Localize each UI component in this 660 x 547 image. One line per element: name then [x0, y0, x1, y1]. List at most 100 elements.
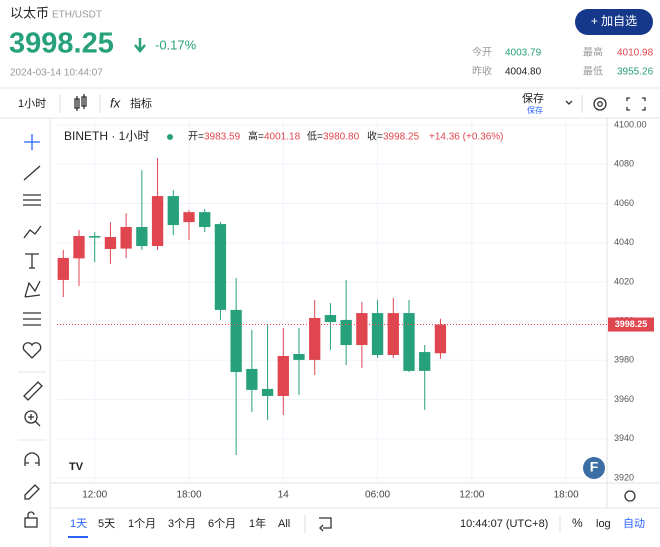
candle-body	[387, 313, 399, 356]
svg-text:F: F	[590, 459, 599, 475]
pair: ETH/USDT	[52, 10, 102, 21]
x-tick-label: 18:00	[176, 490, 201, 501]
ruler-tool[interactable]	[23, 381, 43, 401]
pattern-tool[interactable]	[24, 280, 41, 298]
y-tick-label: 4080	[614, 159, 634, 169]
timestamp: 2024-03-14 10:44:07	[10, 68, 103, 79]
candle-body	[309, 317, 321, 360]
legend-change: +14.36 (+0.36%)	[429, 132, 504, 143]
candle-body	[183, 212, 195, 223]
forecast-tool[interactable]	[23, 312, 41, 326]
range[interactable]: 1天	[70, 518, 87, 530]
candle-body	[403, 313, 415, 371]
axis-settings-icon[interactable]	[624, 490, 636, 502]
candle-body	[324, 315, 337, 323]
x-tick-label: 06:00	[365, 490, 390, 501]
candle-body	[104, 237, 117, 249]
legend-label: 低=	[307, 130, 323, 143]
indicators[interactable]: 指标	[130, 96, 152, 110]
watch-button-label[interactable]: + 加自选	[591, 14, 637, 28]
legend-value: 3980.80	[323, 132, 360, 143]
range[interactable]: 1个月	[128, 517, 156, 530]
range[interactable]: 1年	[249, 516, 266, 530]
log-toggle[interactable]: log	[596, 518, 611, 530]
candle-body	[120, 227, 132, 249]
auto-toggle[interactable]: 自动	[623, 517, 645, 530]
magnet-tool[interactable]	[24, 452, 40, 466]
y-tick-label: 3920	[614, 472, 634, 482]
zoom-tool[interactable]	[28, 414, 41, 427]
clock: 10:44:07 (UTC+8)	[460, 518, 548, 530]
save-sub[interactable]: 保存	[527, 105, 543, 115]
candle-body	[419, 352, 431, 371]
y-tick-label: 3980	[614, 355, 634, 365]
settings-icon[interactable]	[593, 97, 607, 111]
stat-label: 昨收	[472, 65, 492, 78]
stat-label: 最高	[583, 46, 603, 59]
text-tool[interactable]	[25, 253, 39, 269]
brush-tool[interactable]	[23, 225, 42, 239]
candle-body	[340, 319, 352, 346]
f-logo[interactable]: F	[583, 457, 605, 479]
lock-tool[interactable]	[24, 517, 38, 528]
candle-body	[434, 324, 447, 354]
status-dot	[167, 134, 173, 140]
favorite-tool[interactable]	[22, 342, 42, 359]
y-tick-label: 4060	[614, 198, 634, 208]
y-tick-label: 3940	[614, 433, 634, 443]
asset-name: 以太币	[10, 5, 49, 20]
lock-tool[interactable]	[27, 511, 35, 518]
crosshair-tool[interactable]	[24, 134, 40, 150]
drawing-toolbar	[18, 134, 46, 528]
range[interactable]: 6个月	[208, 517, 236, 530]
legend-label: 收=	[367, 130, 383, 143]
candle-body	[261, 388, 274, 396]
y-tick-label: 4020	[614, 276, 634, 286]
tv-logo: TV	[64, 457, 88, 477]
legend-value: 3998.25	[383, 132, 420, 143]
stat-value: 4003.79	[505, 48, 542, 59]
watch-button[interactable]	[575, 9, 653, 35]
candle-body	[57, 257, 69, 280]
candles	[57, 158, 607, 455]
range[interactable]: All	[278, 518, 290, 530]
last-price-tag	[608, 317, 654, 332]
candle-body	[89, 236, 101, 238]
y-tick-label: 3960	[614, 394, 634, 404]
x-tick-label: 12:00	[82, 490, 107, 501]
line-tool[interactable]	[23, 165, 41, 181]
y-tick-label: 4040	[614, 237, 634, 247]
fx-icon[interactable]: fx	[110, 95, 121, 110]
last-price-label: 3998.25	[615, 319, 648, 329]
goto-icon[interactable]	[319, 517, 332, 532]
percent-toggle[interactable]: %	[572, 516, 583, 530]
x-tick-label: 18:00	[554, 490, 579, 501]
range[interactable]: 3个月	[168, 517, 196, 530]
fullscreen-icon[interactable]	[626, 97, 646, 111]
legend-symbol: BINETH · 1小时	[64, 129, 149, 143]
candle-body	[246, 368, 258, 390]
stat-label: 今开	[472, 46, 492, 59]
stat-value: 3955.26	[617, 67, 654, 78]
legend-label: 高=	[248, 130, 264, 143]
down-arrow	[134, 38, 146, 53]
save[interactable]: 保存	[522, 91, 544, 105]
zoom-tool[interactable]	[24, 410, 38, 424]
range[interactable]: 5天	[98, 518, 115, 530]
legend-label: 开=	[188, 132, 204, 143]
fib-tool[interactable]	[23, 194, 41, 206]
candle-icon[interactable]	[74, 94, 87, 111]
candle-body	[136, 227, 148, 247]
dropdown-icon[interactable]	[565, 100, 573, 105]
settings-icon[interactable]	[597, 101, 603, 107]
legend-value: 3983.59	[204, 132, 241, 143]
legend-value: 4001.18	[264, 132, 301, 143]
stat-value: 4004.80	[505, 67, 542, 78]
pencil-lock-tool[interactable]	[24, 484, 40, 500]
stat-label: 最低	[583, 65, 603, 78]
candle-body	[230, 309, 242, 373]
candle-body	[151, 196, 164, 247]
interval[interactable]: 1小时	[18, 97, 46, 110]
candle-body	[73, 236, 85, 259]
